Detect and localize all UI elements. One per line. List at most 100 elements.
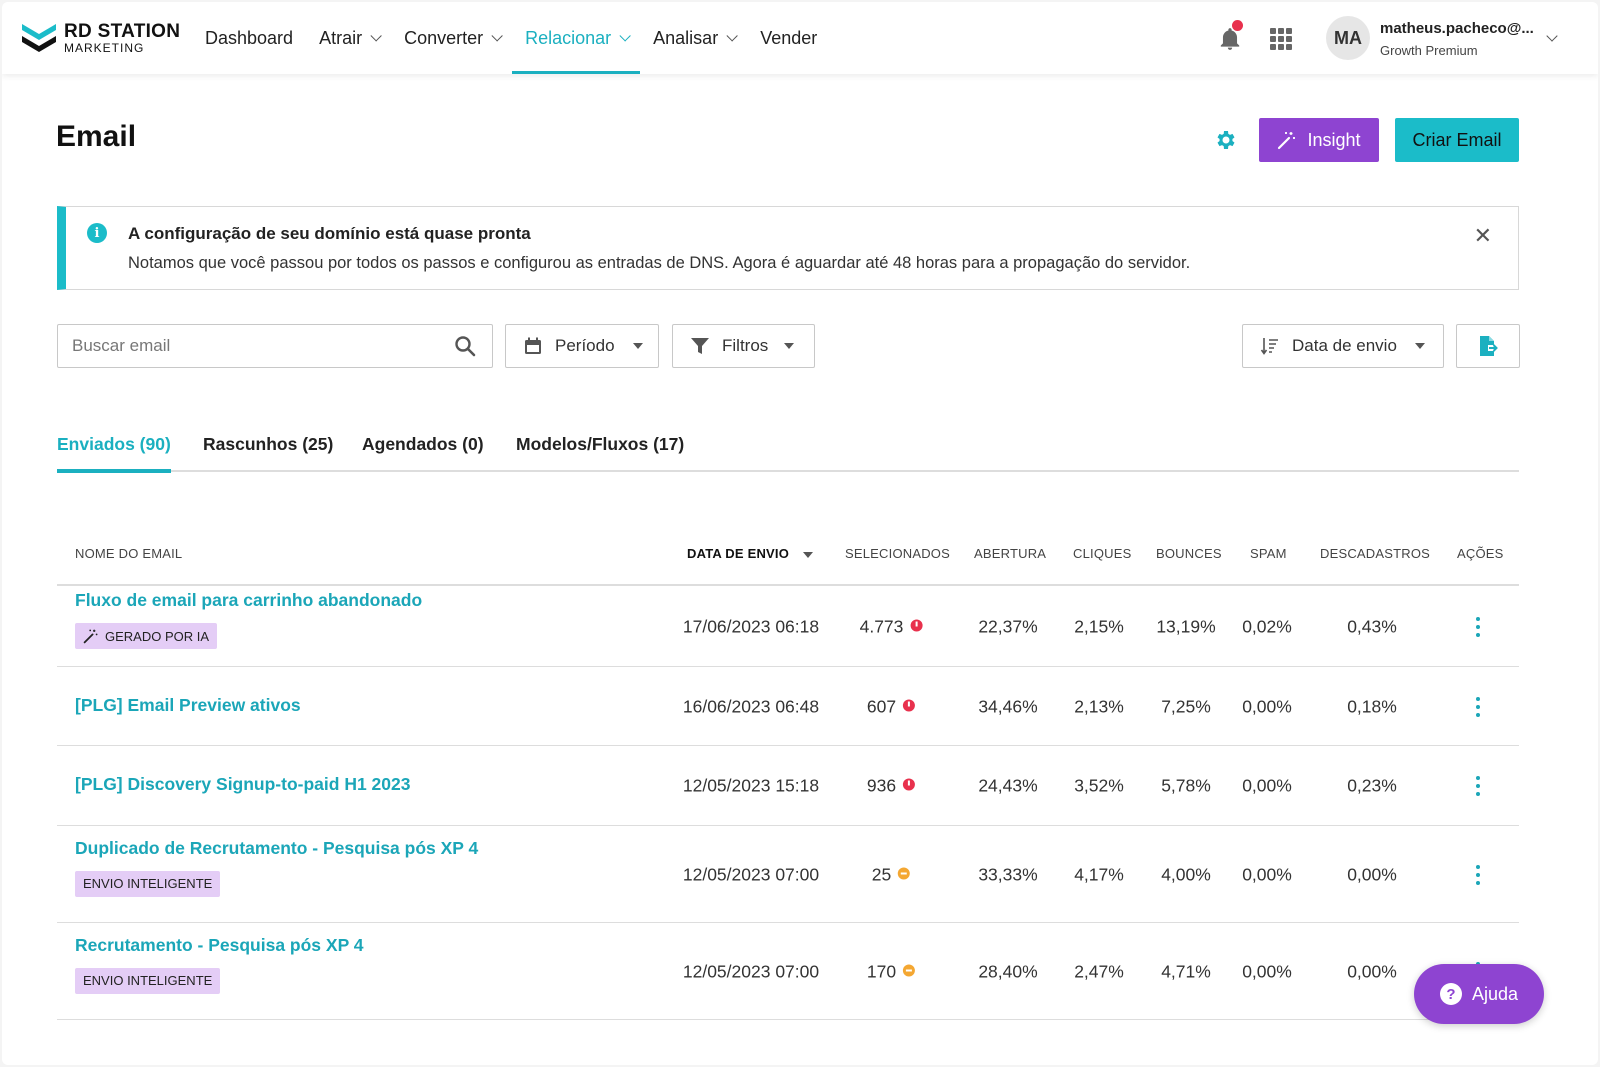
row-actions-kebab-icon[interactable] xyxy=(1475,776,1481,796)
gear-icon[interactable] xyxy=(1214,128,1238,152)
period-label: Período xyxy=(555,336,615,355)
column-header-open[interactable]: ABERTURA xyxy=(974,546,1046,561)
cell-bounces: 4,00% xyxy=(1161,864,1211,885)
sort-label: Data de envio xyxy=(1292,336,1397,355)
nav-atrair[interactable]: Atrair xyxy=(306,2,391,74)
table-row[interactable]: [PLG] Email Preview ativos 16/06/2023 06:… xyxy=(57,667,1519,746)
notifications-bell-icon[interactable] xyxy=(1217,20,1243,52)
column-header-unsubscribes[interactable]: DESCADASTROS xyxy=(1320,546,1430,561)
rd-station-logo[interactable]: RD STATION MARKETING xyxy=(20,20,180,56)
cell-open-value: 22,37% xyxy=(978,616,1038,637)
filters-dropdown[interactable]: Filtros xyxy=(672,324,815,368)
cell-spam: 0,00% xyxy=(1242,864,1292,885)
email-tag-label: ENVIO INTELIGENTE xyxy=(83,973,213,988)
cell-unsub-value: 0,43% xyxy=(1347,616,1397,637)
user-avatar[interactable]: MA xyxy=(1326,16,1370,60)
table-row[interactable]: [PLG] Discovery Signup-to-paid H1 2023 12… xyxy=(57,746,1519,826)
column-header-spam[interactable]: SPAM xyxy=(1250,546,1287,561)
cell-spam: 0,00% xyxy=(1242,776,1292,797)
email-tag-label: ENVIO INTELIGENTE xyxy=(83,876,213,891)
error-status-icon[interactable] xyxy=(910,619,923,632)
help-button[interactable]: ? Ajuda xyxy=(1414,964,1544,1024)
cell-clicks: 4,17% xyxy=(1074,864,1124,885)
email-name-link[interactable]: [PLG] Email Preview ativos xyxy=(75,694,301,715)
cell-clicks-value: 2,13% xyxy=(1074,696,1124,716)
nav-vender[interactable]: Vender xyxy=(747,2,830,74)
period-dropdown[interactable]: Período xyxy=(505,324,659,368)
user-name[interactable]: matheus.pacheco@... xyxy=(1380,20,1534,37)
tab-enviados[interactable]: Enviados (90) xyxy=(57,434,171,473)
table-row[interactable]: Duplicado de Recrutamento - Pesquisa pós… xyxy=(57,826,1519,923)
cell-bounces-value: 7,25% xyxy=(1161,696,1211,716)
insight-label: Insight xyxy=(1307,129,1361,150)
cell-spam: 0,02% xyxy=(1242,617,1292,638)
chevron-down-icon xyxy=(370,30,382,42)
column-header-clicks[interactable]: CLIQUES xyxy=(1073,546,1131,561)
tab-rascunhos[interactable]: Rascunhos (25) xyxy=(203,434,334,454)
cell-selected: 170 xyxy=(867,961,916,982)
warning-status-icon[interactable] xyxy=(898,867,911,880)
column-header-actions-label: AÇÕES xyxy=(1457,546,1504,561)
insight-button[interactable]: Insight xyxy=(1259,118,1379,162)
column-header-selected[interactable]: SELECIONADOS xyxy=(845,546,950,561)
cell-date: 12/05/2023 07:00 xyxy=(683,864,819,885)
warning-status-icon[interactable] xyxy=(903,964,916,977)
chevron-down-icon[interactable] xyxy=(1546,30,1558,42)
cell-clicks: 3,52% xyxy=(1074,776,1124,797)
email-name-link[interactable]: Fluxo de email para carrinho abandonado xyxy=(75,590,423,610)
cell-unsub: 0,00% xyxy=(1347,961,1397,982)
user-plan: Growth Premium xyxy=(1380,43,1478,58)
email-tag-badge: ENVIO INTELIGENTE xyxy=(75,967,221,994)
tab-modelos-fluxos[interactable]: Modelos/Fluxos (17) xyxy=(516,434,685,454)
error-status-icon[interactable] xyxy=(903,778,916,791)
nav-converter[interactable]: Converter xyxy=(391,2,512,74)
help-label: Ajuda xyxy=(1471,983,1519,1004)
sort-dropdown[interactable]: Data de envio xyxy=(1242,324,1444,368)
cell-spam: 0,00% xyxy=(1242,961,1292,982)
email-name-link[interactable]: [PLG] Discovery Signup-to-paid H1 2023 xyxy=(75,774,411,794)
cell-spam-value: 0,00% xyxy=(1242,961,1292,981)
email-name-link[interactable]: Recrutamento - Pesquisa pós XP 4 xyxy=(75,934,364,955)
search-box xyxy=(57,324,493,368)
column-header-bounces[interactable]: BOUNCES xyxy=(1156,546,1222,561)
cell-clicks: 2,13% xyxy=(1074,696,1124,717)
nav-analisar[interactable]: Analisar xyxy=(640,2,747,74)
chevron-down-icon xyxy=(726,30,738,42)
column-header-date-label: DATA DE ENVIO xyxy=(687,546,790,561)
cell-bounces: 13,19% xyxy=(1156,617,1215,638)
search-icon[interactable] xyxy=(454,335,476,357)
column-header-name[interactable]: NOME DO EMAIL xyxy=(75,546,182,561)
table-row[interactable]: Recrutamento - Pesquisa pós XP 4 ENVIO IN… xyxy=(57,923,1519,1020)
nav-relacionar[interactable]: Relacionar xyxy=(512,2,641,74)
caret-down-icon xyxy=(632,343,643,349)
nav-dashboard[interactable]: Dashboard xyxy=(192,2,306,74)
cell-selected: 936 xyxy=(867,776,916,797)
magic-wand-icon xyxy=(1278,132,1296,150)
cell-selected: 25 xyxy=(872,864,911,885)
main-menu: Dashboard Atrair Converter Relacionar An… xyxy=(192,2,830,74)
row-actions-kebab-icon[interactable] xyxy=(1475,864,1481,885)
table-row[interactable]: Fluxo de email para carrinho abandonado G… xyxy=(57,587,1519,667)
notification-badge xyxy=(1232,20,1243,31)
create-email-button[interactable]: Criar Email xyxy=(1395,118,1519,162)
row-actions-kebab-icon[interactable] xyxy=(1475,617,1481,637)
row-actions-kebab-icon[interactable] xyxy=(1475,696,1481,717)
sort-icon xyxy=(1260,338,1278,355)
export-button[interactable] xyxy=(1456,324,1520,368)
error-status-icon[interactable] xyxy=(903,699,916,712)
cell-open-value: 34,46% xyxy=(978,696,1038,716)
close-icon[interactable]: ✕ xyxy=(1473,223,1492,248)
column-header-spam-label: SPAM xyxy=(1250,546,1287,561)
tab-agendados[interactable]: Agendados (0) xyxy=(362,434,484,454)
filters-label: Filtros xyxy=(722,336,769,355)
cell-unsub: 0,43% xyxy=(1347,617,1397,638)
apps-grid-icon[interactable] xyxy=(1270,28,1292,50)
column-header-unsubscribes-label: DESCADASTROS xyxy=(1320,546,1431,561)
column-header-open-label: ABERTURA xyxy=(974,546,1047,561)
column-header-date[interactable]: DATA DE ENVIO xyxy=(687,546,814,561)
search-input[interactable] xyxy=(58,325,438,367)
avatar-initials: MA xyxy=(1334,27,1362,48)
email-name-link[interactable]: Duplicado de Recrutamento - Pesquisa pós… xyxy=(75,837,479,858)
cell-open: 22,37% xyxy=(978,617,1037,638)
